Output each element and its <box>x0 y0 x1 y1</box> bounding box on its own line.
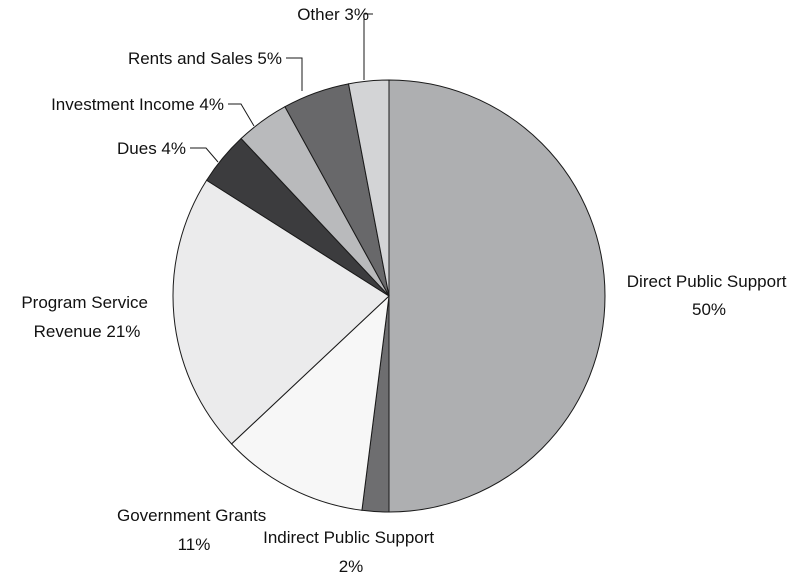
label-other: Other 3% <box>297 5 369 24</box>
label-government-grants: Government Grants 11% <box>117 506 271 554</box>
label-rents-and-sales: Rents and Sales 5% <box>128 49 282 68</box>
pie-slice-direct-public-support <box>388 79 606 513</box>
label-investment-income: Investment Income 4% <box>51 95 224 114</box>
label-indirect-public-support: Indirect Public Support 2% <box>263 528 439 576</box>
pie-slice-other <box>347 79 390 297</box>
leader-line-other <box>363 13 373 80</box>
label-direct-public-support: Direct Public Support 50% <box>627 272 791 319</box>
label-program-service-revenue: Program Service Revenue 21% <box>21 293 152 341</box>
pie-slice-program-service-revenue <box>172 179 390 445</box>
label-dues: Dues 4% <box>117 139 186 158</box>
leader-line-investment <box>228 103 255 127</box>
leader-line-dues <box>190 147 219 163</box>
slice-labels: Direct Public Support 50% Indirect Publi… <box>21 5 791 576</box>
pie-slice-government-grants <box>230 294 390 511</box>
pie-slices <box>172 79 606 513</box>
leader-lines <box>190 13 373 163</box>
leader-line-rents <box>286 57 303 91</box>
